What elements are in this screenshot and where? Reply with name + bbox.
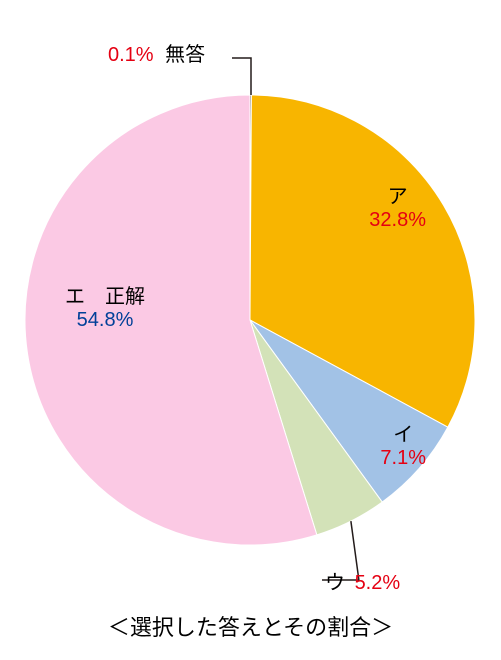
slice-name-e: エ 正解 bbox=[65, 286, 145, 308]
leader-line-mu bbox=[232, 58, 251, 95]
slice-label-a: ア 32.8% bbox=[369, 180, 426, 232]
slice-pct-u: 5.2% bbox=[355, 572, 401, 594]
slice-pct-a: 32.8% bbox=[369, 209, 426, 232]
chart-caption: ＜選択した答えとその割合＞ bbox=[0, 610, 501, 642]
slice-name-a: ア bbox=[388, 186, 408, 208]
slice-label-mu: 0.1% 無答 bbox=[108, 38, 205, 67]
slice-label-u: ウ 5.2% bbox=[325, 566, 400, 595]
slice-pct-e: 54.8% bbox=[65, 309, 145, 332]
slice-pct-i: 7.1% bbox=[380, 447, 426, 470]
slice-name-mu: 無答 bbox=[165, 44, 205, 66]
pie-chart-container: 0.1% 無答 ア 32.8% イ 7.1% ウ 5.2% エ 正解 54.8%… bbox=[0, 0, 501, 660]
slice-name-i: イ bbox=[393, 424, 413, 446]
slice-label-e: エ 正解 54.8% bbox=[65, 280, 145, 332]
slice-pct-mu: 0.1% bbox=[108, 44, 154, 66]
slice-name-u: ウ bbox=[325, 572, 345, 594]
slice-label-i: イ 7.1% bbox=[380, 418, 426, 470]
